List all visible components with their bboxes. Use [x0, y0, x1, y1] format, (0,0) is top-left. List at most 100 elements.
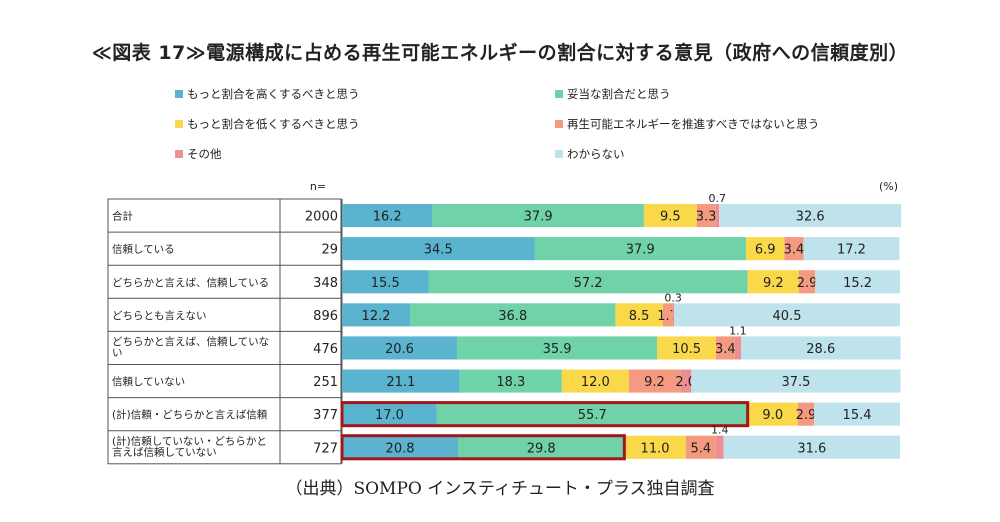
bar-segment [715, 435, 724, 459]
bar-segment [674, 303, 900, 327]
data-label: 0.7 [709, 192, 727, 205]
data-label: 2.9 [797, 276, 818, 291]
bar-segment [815, 270, 900, 294]
legend-item: もっと割合を低くするべきと思う [175, 116, 360, 132]
legend-item: 再生可能エネルギーを推進すべきではないと思う [555, 116, 819, 132]
data-label: 15.5 [371, 276, 400, 291]
bar-segment [734, 336, 741, 360]
legend-swatch [555, 90, 563, 98]
n-value: 348 [313, 276, 338, 291]
bar-segment [342, 303, 411, 327]
bar-segment [672, 303, 675, 327]
bar-segment [428, 270, 748, 294]
unit-label: (%) [879, 180, 898, 193]
data-label: 10.5 [672, 342, 701, 357]
bar-segment [459, 369, 562, 393]
bar-segment [745, 237, 785, 261]
bar-segment [615, 303, 663, 327]
data-label: 12.0 [581, 375, 610, 390]
category-label: (計)信頼していない・どちらかと言えば信頼していない [112, 434, 267, 458]
data-label: 0.3 [664, 291, 682, 304]
bar-segment [342, 237, 535, 261]
bar-segment [814, 402, 900, 426]
data-label: 31.6 [797, 441, 826, 456]
data-label: 9.0 [762, 408, 783, 423]
bar-segment [534, 237, 746, 261]
data-label: 11.0 [641, 441, 670, 456]
legend-swatch [555, 120, 563, 128]
bar-segment [342, 270, 429, 294]
n-value: 377 [313, 408, 338, 423]
data-label: 15.4 [843, 408, 872, 423]
legend-swatch [175, 120, 183, 128]
bar-segment [715, 204, 720, 228]
n-value: 896 [313, 309, 338, 324]
bar-segment [410, 303, 616, 327]
data-label: 36.8 [498, 309, 527, 324]
data-label: 35.9 [543, 342, 572, 357]
n-value: 251 [313, 375, 338, 390]
bar-segment [680, 369, 692, 393]
bar-segment [685, 435, 716, 459]
bar-segment [624, 435, 686, 459]
legend-item: もっと割合を高くするべきと思う [175, 86, 360, 102]
legend-label: わからない [567, 147, 625, 161]
bar-segment [662, 303, 673, 327]
legend-label: 妥当な割合だと思う [567, 87, 671, 101]
bar-segment [696, 204, 716, 228]
legend-label: 再生可能エネルギーを推進すべきではないと思う [567, 117, 820, 131]
stacked-bar-chart: n= (%) 合計 2000 16.2 37.9 9.5 3.3 0.7 32.6 信頼している 29… [107, 180, 902, 465]
data-label: 9.5 [660, 210, 681, 225]
bar-segment [797, 402, 815, 426]
data-label: 6.9 [755, 243, 776, 258]
legend-item: その他 [175, 146, 222, 162]
data-label: 15.2 [843, 276, 872, 291]
bar-segment [723, 435, 900, 459]
data-label: 37.5 [781, 375, 810, 390]
data-label: 8.5 [629, 309, 650, 324]
bar-segment [657, 336, 716, 360]
legend-label: その他 [187, 147, 222, 161]
bar-segment [628, 369, 681, 393]
data-label: 17.2 [837, 243, 866, 258]
category-label: どちらかと言えば、信頼していない [112, 335, 269, 359]
bar-segment [803, 237, 900, 261]
source-note: （出典）SOMPO インスティチュート・プラス独自調査 [285, 479, 715, 499]
category-label: 信頼している [112, 244, 175, 256]
data-label: 37.9 [524, 210, 553, 225]
bar-segment [784, 237, 804, 261]
category-label: どちらかと言えば、信頼している [112, 276, 269, 289]
bar-segment [458, 435, 625, 459]
category-label: (計)信頼・どちらかと言えば信頼 [112, 408, 268, 421]
legend-item: わからない [555, 146, 625, 162]
data-label: 3.4 [715, 342, 736, 357]
legend-swatch [175, 90, 183, 98]
data-label: 12.2 [362, 309, 391, 324]
bar-segment [740, 336, 901, 360]
data-label: 9.2 [644, 375, 665, 390]
data-label: 32.6 [796, 210, 825, 225]
bar-segment [342, 402, 437, 426]
legend-label: もっと割合を高くするべきと思う [187, 87, 360, 101]
n-value: 2000 [305, 210, 338, 225]
data-label: 17.0 [375, 408, 404, 423]
data-label: 20.8 [386, 441, 415, 456]
bar-segment [719, 204, 902, 228]
legend-item: 妥当な割合だと思う [555, 86, 671, 102]
data-label: 1.4 [711, 424, 729, 437]
data-label: 18.3 [496, 375, 525, 390]
bar-segment [799, 270, 816, 294]
highlight-box [340, 434, 626, 461]
legend-swatch [175, 150, 183, 158]
category-label: 信頼していない [112, 376, 185, 388]
data-label: 9.2 [763, 276, 784, 291]
legend: もっと割合を高くするべきと思う 妥当な割合だと思うもっと割合を低くするべきと思う 再… [175, 86, 895, 166]
bar-segment [747, 270, 800, 294]
legend-swatch [555, 150, 563, 158]
data-label: 2.9 [796, 408, 817, 423]
data-label: 16.2 [373, 210, 402, 225]
bar-segment [561, 369, 629, 393]
bar-segment [715, 336, 735, 360]
chart-title: ≪図表 17≫電源構成に占める再生可能エネルギーの割合に対する意見（政府への信頼… [91, 42, 909, 64]
bar-segment [747, 402, 798, 426]
